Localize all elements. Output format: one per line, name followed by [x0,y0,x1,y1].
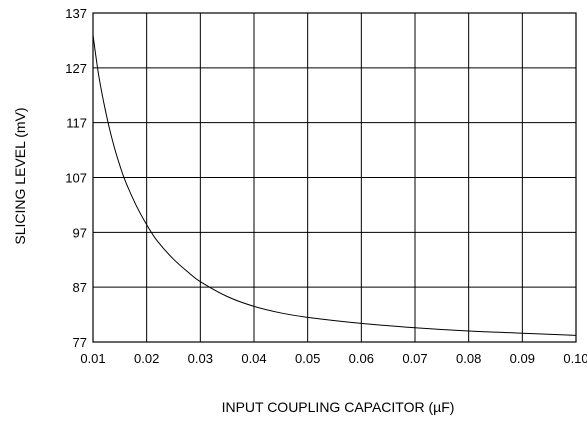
plot-border [92,12,577,343]
y-tick-label: 107 [65,171,87,186]
x-tick-label: 0.05 [295,351,320,366]
x-tick-label: 0.08 [456,351,481,366]
x-tick-label: 0.03 [188,351,213,366]
series-layer [92,34,577,336]
x-tick-label: 0.07 [402,351,427,366]
y-tick-labels: 77 87 97 107 117 127 137 [65,6,87,350]
y-tick-label: 137 [65,6,87,21]
y-axis-title: SLICING LEVEL (mV) [12,107,28,244]
x-tick-label: 0.04 [241,351,266,366]
x-tick-label: 0.02 [134,351,159,366]
x-tick-labels: 0.01 0.02 0.03 0.04 0.05 0.06 0.07 0.08 0.09 0.10 [80,351,587,366]
y-tick-label: 77 [73,335,87,350]
y-tick-label: 97 [73,225,87,240]
plot-frame [92,12,577,343]
series-line [92,34,577,336]
y-tick-label: 127 [65,61,87,76]
y-tick-label: 87 [73,280,87,295]
x-axis-title: INPUT COUPLING CAPACITOR (µF) [222,399,455,415]
x-tick-label: 0.10 [563,351,587,366]
x-tick-label: 0.06 [349,351,374,366]
y-tick-label: 117 [66,116,87,131]
x-tick-label: 0.09 [510,351,535,366]
x-tick-label: 0.01 [80,351,105,366]
grid [92,12,577,343]
